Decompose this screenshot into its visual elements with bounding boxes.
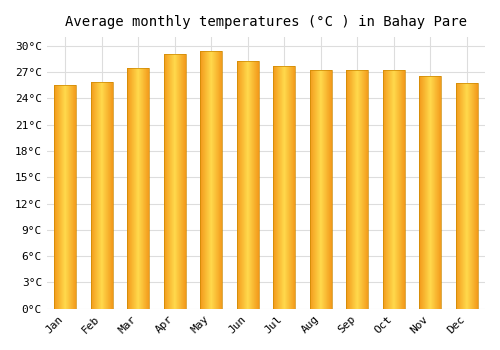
Bar <box>90 82 112 309</box>
Bar <box>236 61 258 309</box>
Title: Average monthly temperatures (°C ) in Bahay Pare: Average monthly temperatures (°C ) in Ba… <box>65 15 467 29</box>
Bar <box>54 85 76 309</box>
Bar <box>200 51 222 309</box>
Bar <box>310 70 332 309</box>
Bar <box>164 54 186 309</box>
Bar <box>383 70 404 309</box>
Bar <box>456 83 477 309</box>
Bar <box>127 68 149 309</box>
Bar <box>346 70 368 309</box>
Bar <box>273 66 295 309</box>
Bar <box>420 76 441 309</box>
